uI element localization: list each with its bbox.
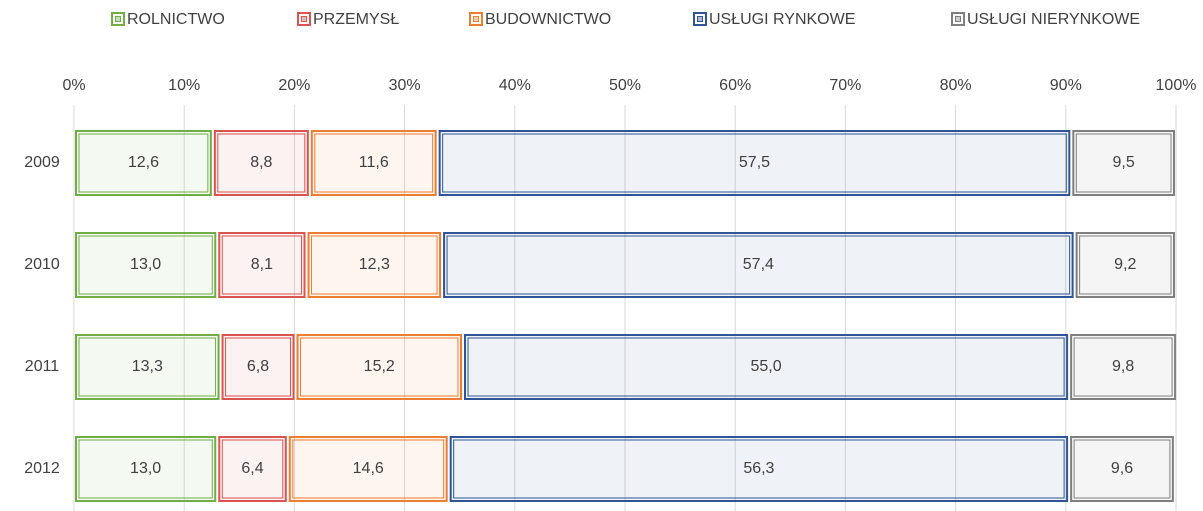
y-tick-label: 2009 [24,154,60,171]
x-tick-label: 30% [389,77,421,94]
bar-segment [1072,130,1176,196]
legend-swatch-inner [115,16,121,22]
bar-segment-inner-border [1073,337,1173,397]
data-label: 13,3 [132,358,163,375]
y-tick-label: 2010 [24,256,60,273]
bar-segment-inner-border [1073,439,1171,499]
bar-segment [218,436,287,502]
bar-segment-inner-border [300,337,459,397]
x-tick-label: 80% [940,77,972,94]
x-tick-label: 70% [829,77,861,94]
bar-segment [310,130,437,196]
data-label: 12,6 [128,154,159,171]
bar-segment-inner-border [78,235,213,295]
legend-swatch [951,12,965,26]
data-label: 8,8 [250,154,272,171]
data-label: 13,0 [130,460,161,477]
x-tick-label: 20% [278,77,310,94]
bar-segment-inner-border [225,337,292,397]
x-tick-label: 0% [62,77,85,94]
legend-swatch-inner [697,16,703,22]
bar-segment [1070,334,1177,400]
bar-segment-inner-border [78,439,213,499]
data-label: 13,0 [130,256,161,273]
bar-segment-inner-border [446,235,1071,295]
data-label: 6,8 [247,358,269,375]
bar-segment-inner-border [442,133,1067,193]
bar-segment [75,334,220,400]
bar-segment-inner-border [467,337,1065,397]
legend-swatch [111,12,125,26]
bar-segment [1070,436,1174,502]
bar-segment-inner-border [453,439,1065,499]
bar-segment [438,130,1071,196]
bar-segment-inner-border [292,439,445,499]
bar-segment-inner-border [1079,235,1172,295]
data-label: 9,8 [1112,358,1134,375]
legend-swatch [693,12,707,26]
bar-segment [464,334,1069,400]
bar-segment [1075,232,1175,298]
legend-label: BUDOWNICTWO [485,11,611,28]
bar-segment [221,334,295,400]
legend-swatch [297,12,311,26]
x-tick-label: 50% [609,77,641,94]
legend-label: USŁUGI RYNKOWE [709,11,855,28]
bar-segment-inner-border [221,439,284,499]
x-tick-label: 60% [719,77,751,94]
legend-label: PRZEMYSŁ [313,11,399,28]
data-label: 8,1 [251,256,273,273]
bar-segment [218,232,306,298]
data-label: 57,5 [739,154,770,171]
bar-segment [213,130,309,196]
data-label: 57,4 [743,256,774,273]
legend-swatch-inner [955,16,961,22]
bar-segment-inner-border [221,235,303,295]
bar-segment [443,232,1074,298]
x-tick-label: 90% [1050,77,1082,94]
bar-segment [296,334,463,400]
data-label: 56,3 [743,460,774,477]
bar-segment-inner-border [314,133,434,193]
bar-segment-inner-border [78,133,209,193]
bar-segment [288,436,448,502]
bar-segment-inner-border [1075,133,1172,193]
data-label: 6,4 [241,460,263,477]
data-label: 15,2 [364,358,395,375]
data-label: 14,6 [353,460,384,477]
data-label: 9,5 [1113,154,1135,171]
bar-segment-inner-border [78,337,217,397]
x-tick-label: 100% [1156,77,1197,94]
bar-segment [449,436,1069,502]
bar-segment [75,232,217,298]
bar-segment-inner-border [217,133,306,193]
bar-segment [307,232,442,298]
data-label: 9,6 [1111,460,1133,477]
legend-swatch [469,12,483,26]
data-label: 11,6 [359,154,389,171]
bar-segment [75,436,217,502]
x-tick-label: 10% [168,77,200,94]
data-label: 55,0 [750,358,781,375]
x-tick-label: 40% [499,77,531,94]
legend-label: ROLNICTWO [127,11,225,28]
legend-swatch-inner [301,16,307,22]
bar-segment [75,130,212,196]
bar-segment-inner-border [311,235,438,295]
y-tick-label: 2012 [24,460,60,477]
y-tick-label: 2011 [25,358,60,375]
legend-label: USŁUGI NIERYNKOWE [967,11,1140,28]
data-label: 12,3 [359,256,390,273]
legend-swatch-inner [473,16,479,22]
data-label: 9,2 [1114,256,1136,273]
